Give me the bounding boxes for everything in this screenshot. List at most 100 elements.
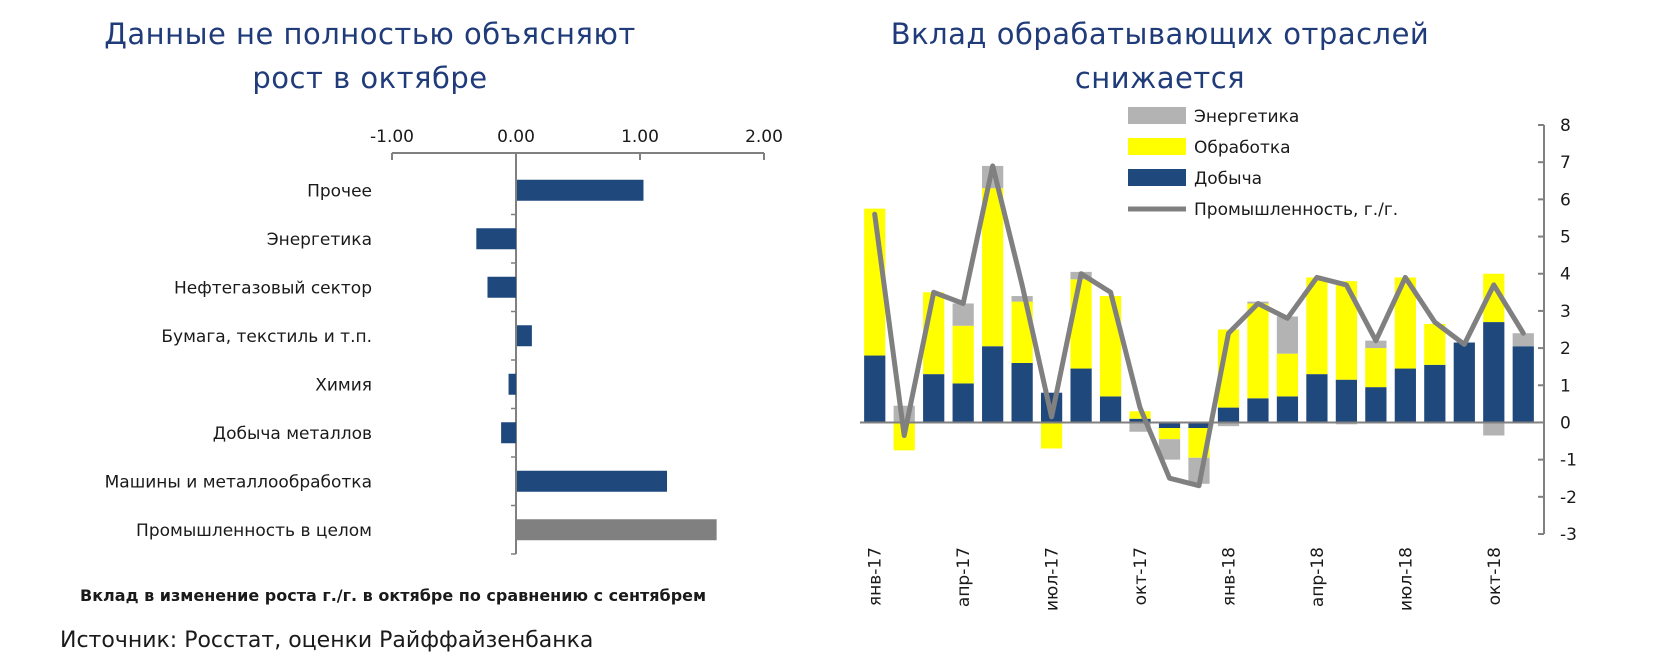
stacked-bar-segment [982,346,1004,423]
stacked-bar-segment [1158,422,1181,429]
stacked-bar-segment [1512,346,1534,423]
stacked-bar-segment [1099,396,1122,423]
left-bar-chart: -1.00 0.00 1.00 2.00 Прочее Энергетика Нефтега… [105,127,783,555]
stacked-bar-segment [1070,368,1092,423]
left-x-tick-label: 2.00 [745,127,783,147]
stacked-bar-segment [1129,422,1151,432]
stacked-bar-segment [864,355,886,423]
stacked-bar-segment [1453,342,1475,423]
left-bar [508,373,516,395]
stacked-bar-segment [952,303,974,326]
stacked-bar-segment [1011,296,1033,302]
right-chart-title-line-2: снижается [1074,61,1246,95]
legend-swatch [1128,138,1186,155]
left-category-label: Химия [315,375,372,395]
left-bar [487,276,516,298]
stacked-bar-segment [1158,439,1181,460]
left-category-label: Машины и металлообработка [105,472,372,492]
left-category-label: Бумага, текстиль и т.п. [161,327,372,347]
right-y-tick-label: 0 [1560,413,1571,433]
stacked-bar-segment [1158,428,1181,440]
stacked-bar-segment [1483,273,1505,323]
right-x-tick-label: окт-17 [1131,547,1151,605]
stacked-bar-segment [1276,353,1299,397]
left-bar [517,325,532,347]
right-y-tick-label: 1 [1560,376,1571,396]
legend-label: Обработка [1194,138,1291,158]
left-category-label: Энергетика [267,230,372,250]
stacked-bar-segment [952,383,974,423]
right-y-tick-label: 8 [1560,116,1571,136]
source-note: Источник: Росстат, оценки Райффайзенбанк… [60,628,594,653]
left-bar [501,422,516,444]
left-chart-title-line-2: рост в октябре [252,61,488,95]
right-x-tick-label: апр-17 [954,547,974,607]
right-stacked-chart: 8 7 6 5 4 3 2 1 0 -1 -2 -3 янв-17 апр-17 июл-17 окт-17 я… [860,107,1577,611]
right-x-tick-label: окт-18 [1485,547,1505,605]
left-category-label: Прочее [307,181,372,201]
stacked-bar-segment [1070,279,1092,369]
stacked-bar-segment [1217,407,1240,423]
right-y-tick-label: 2 [1560,339,1571,359]
stacked-bar-segment [952,325,974,384]
right-x-tick-label: апр-18 [1308,547,1328,607]
right-x-tick-label: июл-18 [1396,547,1416,611]
stacked-bar-segment [1365,340,1387,349]
stacked-bar-segment [1483,422,1505,436]
stacked-bar-segment [1483,322,1505,423]
left-chart-subtitle: Вклад в изменение роста г./г. в октябре … [80,586,707,605]
right-x-tick-label: янв-18 [1219,547,1239,606]
right-x-tick-label: янв-17 [866,547,886,606]
left-category-label: Нефтегазовый сектор [174,278,372,298]
stacked-bar-segment [1306,277,1328,375]
stacked-bar-segment [1099,296,1122,397]
stacked-bar-segment [1040,422,1063,449]
legend-swatch [1128,169,1186,186]
left-bar [517,470,668,492]
stacked-bar-segment [1129,418,1151,423]
legend-label: Промышленность, г./г. [1194,200,1398,220]
stacked-bar-segment [923,374,945,423]
stacked-bar-segment [1335,281,1358,380]
industry-yoy-line [872,163,1526,489]
stacked-bar-segment [1217,422,1240,427]
right-x-tick-label: июл-17 [1043,547,1063,611]
right-y-tick-label: 3 [1560,302,1571,322]
right-y-tick-label: 4 [1560,265,1571,285]
legend-label: Энергетика [1194,107,1299,127]
stacked-bar-segment [1011,362,1033,423]
left-bar [517,179,644,201]
right-y-tick-label: 5 [1560,228,1571,248]
stacked-bar-segment [1188,422,1210,429]
stacked-bar-segment [1335,379,1358,423]
stacked-bar-segment [1365,387,1387,423]
left-x-tick-label: -1.00 [370,127,414,147]
stacked-bar-segment [1276,396,1299,423]
legend-label: Добыча [1194,169,1262,189]
left-bar [517,519,717,541]
stacked-bar-segment [1512,333,1534,347]
left-chart-title-line-1: Данные не полностью объясняют [104,17,636,51]
stacked-bar-segment [1276,316,1299,354]
stacked-bar-segment [1247,398,1269,423]
left-x-tick-label: 0.00 [497,127,535,147]
stacked-bar-segment [1129,411,1151,419]
legend-swatch [1128,107,1186,124]
right-y-tick-label: -1 [1560,451,1577,471]
stacked-bar-segment [1394,277,1416,369]
left-bar [476,228,516,250]
stacked-bar-segment [1424,323,1446,365]
stacked-bar-segment [1247,303,1269,399]
right-chart-title: Вклад обрабатывающих отраслей снижается [860,12,1460,100]
stacked-bar-segment [1306,374,1328,423]
left-x-tick-label: 1.00 [621,127,659,147]
left-category-label: Добыча металлов [213,424,372,444]
stacked-bar-segment [1424,364,1446,423]
stacked-bar-segment [982,188,1004,347]
right-y-tick-label: -3 [1560,525,1577,545]
right-y-tick-label: -2 [1560,488,1577,508]
right-chart-title-line-1: Вклад обрабатывающих отраслей [890,17,1430,51]
right-y-tick-label: 7 [1560,153,1571,173]
left-chart-title: Данные не полностью объясняют рост в окт… [90,12,650,100]
